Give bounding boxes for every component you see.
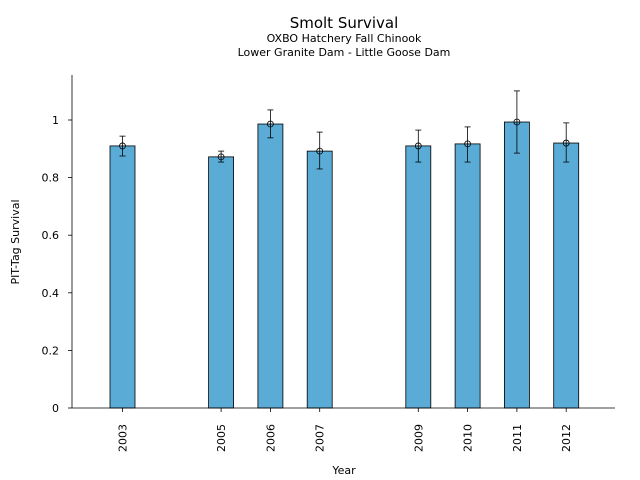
x-axis-label: Year [331, 464, 356, 477]
y-tick-label-0.4: 0.4 [42, 287, 60, 300]
x-tick-label-2009: 2009 [412, 424, 425, 452]
x-tick-label-2012: 2012 [560, 424, 573, 452]
bar-2005 [208, 156, 235, 409]
y-tick-label-0: 0 [52, 402, 59, 415]
x-tick-label-2003: 2003 [117, 424, 130, 452]
y-axis-label: PIT-Tag Survival [9, 199, 22, 284]
y-tick-label-0.6: 0.6 [42, 229, 60, 242]
y-tick-label-0.2: 0.2 [42, 344, 60, 357]
axes-group: 2003 2005 2006 2007 2009 2010 2011 2012 0 0.2 0.4 0… [42, 75, 615, 452]
point-marker-2009 [414, 142, 422, 150]
point-marker-2006 [266, 120, 274, 128]
chart-title: Smolt Survival [290, 14, 399, 32]
bars-group [109, 121, 580, 409]
x-tick-label-2006: 2006 [264, 424, 277, 452]
bar-2009 [405, 145, 432, 409]
point-marker-2011 [513, 118, 521, 126]
bar-2006 [257, 123, 284, 409]
error-bars-group [119, 90, 570, 170]
y-tick-label-1: 1 [52, 114, 59, 127]
y-tick-label-0.8: 0.8 [42, 172, 60, 185]
bar-2012 [553, 142, 580, 409]
x-tick-label-2007: 2007 [314, 424, 327, 452]
bar-2010 [454, 143, 481, 409]
x-tick-label-2011: 2011 [511, 424, 524, 452]
point-marker-2012 [562, 139, 570, 147]
chart-subtitle-line-1: OXBO Hatchery Fall Chinook [267, 32, 422, 45]
point-marker-2005 [217, 153, 225, 161]
bar-2003 [109, 145, 136, 409]
x-tick-label-2010: 2010 [462, 424, 475, 452]
point-marker-2007 [316, 147, 324, 155]
bar-2007 [306, 150, 333, 409]
x-tick-label-2005: 2005 [215, 424, 228, 452]
bar-2011 [503, 121, 530, 409]
point-marker-2010 [464, 140, 472, 148]
chart-subtitle-line-2: Lower Granite Dam - Little Goose Dam [238, 46, 451, 59]
point-marker-2003 [119, 142, 126, 150]
